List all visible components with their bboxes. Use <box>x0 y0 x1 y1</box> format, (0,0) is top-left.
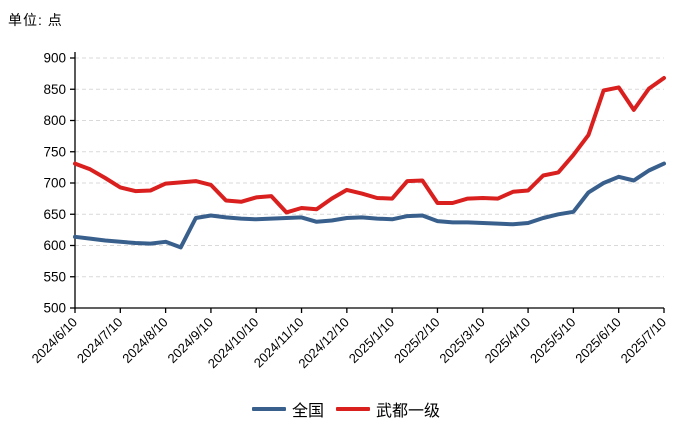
x-tick-label: 2024/8/10 <box>119 315 171 367</box>
x-axis: 2024/6/102024/7/102024/8/102024/9/102024… <box>29 307 670 371</box>
x-tick-label: 2025/5/10 <box>527 315 579 367</box>
x-tick-label: 2025/4/10 <box>482 315 534 367</box>
series-wudu-line-path <box>73 76 666 215</box>
unit-label: 单位: 点 <box>8 12 63 28</box>
x-tick-label: 2025/7/10 <box>618 315 670 367</box>
wudu-line-swatch <box>336 407 370 411</box>
y-tick-label: 900 <box>43 51 66 66</box>
series-national-line <box>73 161 666 250</box>
legend-item-national: 全国 <box>251 397 324 421</box>
x-tick-label: 2025/6/10 <box>572 315 624 367</box>
y-tick-label: 850 <box>43 82 66 97</box>
x-tick-label: 2024/6/10 <box>29 315 81 367</box>
legend: 全国 武都一级 <box>251 397 440 421</box>
national-line-swatch <box>251 407 286 411</box>
x-tick-label: 2025/1/10 <box>346 315 398 367</box>
series-wudu-line <box>73 76 666 215</box>
legend-label-national: 全国 <box>291 403 324 420</box>
legend-item-wudu: 武都一级 <box>336 397 440 421</box>
x-tick-label: 2024/7/10 <box>74 315 126 367</box>
x-tick-label: 2025/3/10 <box>436 315 488 367</box>
y-tick-label: 750 <box>43 144 66 159</box>
y-tick-label: 500 <box>43 301 66 316</box>
y-tick-label: 800 <box>43 113 66 128</box>
y-tick-label: 700 <box>43 176 66 191</box>
x-tick-label: 2025/2/10 <box>391 315 443 367</box>
legend-label-wudu: 武都一级 <box>376 403 441 420</box>
y-tick-label: 550 <box>43 269 66 284</box>
y-axis: 500 550 600 650 700 750 800 850 900 <box>43 51 76 316</box>
series-national-line-path <box>73 161 666 250</box>
y-tick-label: 650 <box>43 207 66 222</box>
y-tick-label: 600 <box>43 238 66 253</box>
